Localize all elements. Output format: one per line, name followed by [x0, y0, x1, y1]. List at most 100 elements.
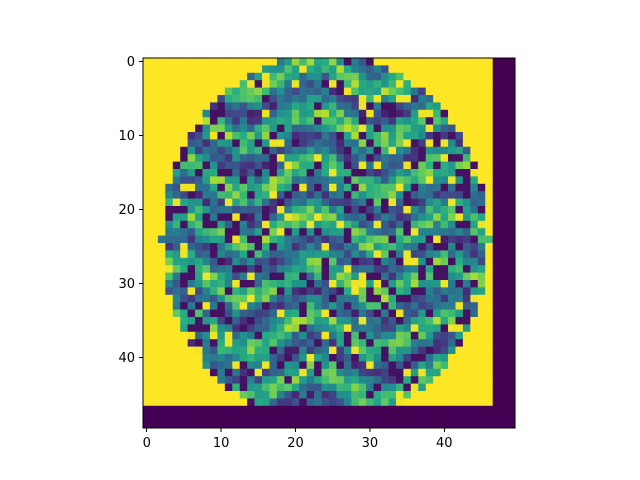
heatmap-cell: [366, 280, 374, 288]
heatmap-cell: [187, 317, 196, 325]
heatmap-cell: [291, 139, 300, 148]
heatmap-cell: [351, 250, 360, 259]
heatmap-cell: [448, 132, 456, 140]
heatmap-cell: [143, 124, 151, 133]
heatmap-cell: [366, 294, 374, 303]
heatmap-cell: [343, 346, 352, 355]
heatmap-cell: [172, 139, 181, 148]
heatmap-cell: [314, 87, 322, 96]
heatmap-cell: [172, 132, 181, 140]
heatmap-cell: [492, 124, 501, 133]
heatmap-cell: [299, 339, 308, 347]
heatmap-cell: [157, 354, 166, 362]
heatmap-cell: [343, 146, 352, 155]
heatmap-cell: [195, 339, 203, 347]
heatmap-cell: [462, 213, 471, 222]
heatmap-cell: [373, 391, 382, 399]
heatmap-cell: [418, 169, 427, 177]
heatmap-cell: [180, 331, 188, 340]
heatmap-cell: [448, 368, 456, 377]
heatmap-cell: [321, 169, 330, 177]
heatmap-cell: [247, 102, 255, 111]
heatmap-cell: [462, 309, 471, 318]
heatmap-cell: [209, 324, 218, 333]
heatmap-cell: [284, 294, 293, 303]
heatmap-cell: [254, 102, 263, 111]
heatmap-cell: [381, 339, 389, 347]
heatmap-cell: [314, 124, 322, 133]
heatmap-cell: [299, 146, 308, 155]
heatmap-cell: [351, 361, 360, 370]
heatmap-cell: [202, 213, 211, 222]
heatmap-cell: [180, 420, 188, 429]
heatmap-cell: [351, 213, 360, 222]
heatmap-cell: [195, 109, 203, 118]
heatmap-cell: [209, 257, 218, 266]
heatmap-cell: [276, 302, 285, 310]
heatmap-cell: [143, 191, 151, 199]
heatmap-cell: [143, 169, 151, 177]
heatmap-cell: [343, 324, 352, 333]
heatmap-cell: [150, 361, 159, 370]
heatmap-cell: [477, 183, 486, 192]
heatmap-cell: [477, 139, 486, 148]
heatmap-cell: [217, 413, 226, 421]
heatmap-cell: [239, 331, 248, 340]
heatmap-cell: [373, 65, 382, 74]
heatmap-cell: [507, 220, 516, 229]
heatmap-cell: [485, 331, 494, 340]
heatmap-cell: [269, 257, 278, 266]
heatmap-cell: [462, 183, 471, 192]
heatmap-cell: [306, 198, 315, 207]
heatmap-cell: [381, 161, 389, 170]
heatmap-cell: [195, 294, 203, 303]
heatmap-cell: [187, 294, 196, 303]
heatmap-cell: [336, 257, 345, 266]
heatmap-cell: [492, 272, 501, 281]
heatmap-cell: [187, 183, 196, 192]
heatmap-cell: [195, 398, 203, 407]
heatmap-cell: [299, 265, 308, 273]
heatmap-cell: [202, 220, 211, 229]
heatmap-cell: [217, 102, 226, 111]
heatmap-cell: [477, 405, 486, 414]
heatmap-cell: [209, 243, 218, 251]
heatmap-cell: [433, 317, 441, 325]
heatmap-cell: [381, 331, 389, 340]
heatmap-cell: [143, 65, 151, 74]
heatmap-cell: [321, 139, 330, 148]
heatmap-cell: [247, 132, 255, 140]
heatmap-cell: [343, 413, 352, 421]
heatmap-cell: [507, 272, 516, 281]
heatmap-cell: [329, 339, 337, 347]
heatmap-cell: [485, 198, 494, 207]
heatmap-cell: [388, 87, 397, 96]
heatmap-cell: [507, 257, 516, 266]
heatmap-cell: [329, 139, 337, 148]
heatmap-cell: [492, 139, 501, 148]
heatmap-cell: [395, 176, 404, 185]
heatmap-cell: [291, 257, 300, 266]
heatmap-cell: [477, 346, 486, 355]
heatmap-cell: [329, 383, 337, 392]
heatmap-cell: [418, 331, 427, 340]
heatmap-cell: [425, 65, 434, 74]
heatmap-cell: [507, 317, 516, 325]
heatmap-cell: [462, 72, 471, 81]
heatmap-cell: [425, 339, 434, 347]
heatmap-cell: [358, 280, 367, 288]
heatmap-cell: [470, 124, 479, 133]
heatmap-cell: [433, 405, 441, 414]
heatmap-cell: [470, 420, 479, 429]
heatmap-cell: [232, 146, 241, 155]
heatmap-cell: [262, 58, 270, 66]
heatmap-cell: [172, 361, 181, 370]
heatmap-cell: [462, 294, 471, 303]
heatmap-cell: [381, 346, 389, 355]
heatmap-cell: [485, 243, 494, 251]
heatmap-cell: [187, 309, 196, 318]
heatmap-cell: [440, 176, 449, 185]
heatmap-cell: [388, 176, 397, 185]
heatmap-cell: [418, 220, 427, 229]
heatmap-cell: [336, 102, 345, 111]
